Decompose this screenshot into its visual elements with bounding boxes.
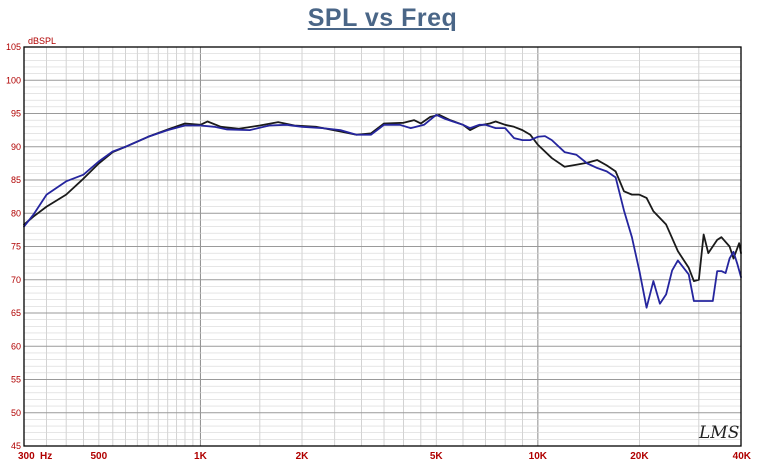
x-tick-label: 2K: [296, 451, 310, 462]
x-tick-label: 10K: [529, 451, 548, 462]
y-tick-label: 55: [11, 375, 21, 385]
y-tick-label: 105: [6, 42, 21, 52]
x-tick-labels: 300 500 1K 2K 5K 10K 20K 40K: [18, 451, 752, 462]
y-tick-labels: 45 50 55 60 65 70 75 80 85 90 95 100 105: [6, 42, 21, 451]
y-tick-label: 60: [11, 341, 21, 351]
y-tick-label: 45: [11, 441, 21, 451]
lms-watermark: LMS: [698, 423, 739, 443]
y-tick-label: 65: [11, 308, 21, 318]
y-tick-label: 80: [11, 208, 21, 218]
y-tick-label: 70: [11, 275, 21, 285]
y-tick-label: 75: [11, 242, 21, 252]
x-tick-label: 300: [18, 451, 35, 462]
plot-frame: [23, 46, 742, 447]
grid: [24, 47, 741, 446]
x-tick-label: 5K: [430, 451, 444, 462]
x-tick-label: 40K: [733, 451, 752, 462]
x-axis-unit-label: Hz: [40, 451, 52, 462]
y-tick-label: 90: [11, 142, 21, 152]
y-tick-label: 95: [11, 109, 21, 119]
x-tick-label: 1K: [194, 451, 208, 462]
y-axis-label: dBSPL: [28, 36, 56, 46]
y-tick-label: 85: [11, 175, 21, 185]
x-tick-label: 500: [91, 451, 108, 462]
series-line-2: [23, 113, 742, 309]
chart-title: SPL vs Freq: [307, 4, 458, 32]
x-tick-label: 20K: [630, 451, 649, 462]
series-lines: [23, 113, 742, 309]
y-tick-label: 100: [6, 75, 21, 85]
y-tick-label: 50: [11, 408, 21, 418]
